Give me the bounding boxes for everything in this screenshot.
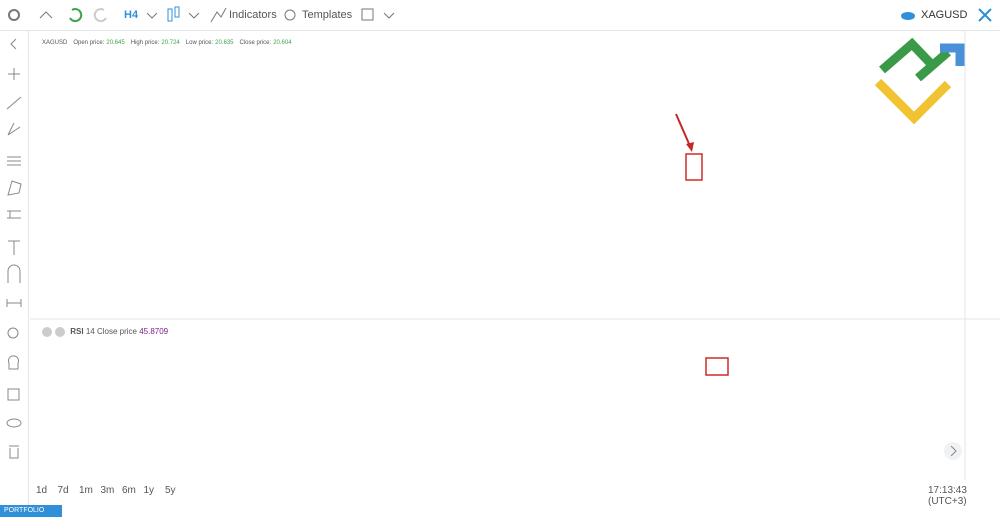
dropdown[interactable] [184, 0, 204, 30]
highlight-box [685, 153, 703, 181]
calendar-icon[interactable] [358, 0, 408, 30]
plot-bg [30, 30, 965, 480]
fullscreen-icon[interactable] [970, 0, 1000, 30]
scroll-button[interactable] [944, 442, 962, 460]
legend-label: Low price: [185, 40, 214, 46]
indicators-icon [210, 7, 227, 23]
legend-icons[interactable] [40, 325, 68, 339]
rsi-legend: RSI 14 Close price 45.8709 [40, 325, 169, 339]
range-button[interactable]: 6m [122, 485, 136, 496]
range-button[interactable]: 1m [79, 485, 93, 496]
legend-label: High price: [130, 40, 160, 46]
toolbar: H4 Indicators Templates XAGUSD [0, 0, 1000, 31]
range-button[interactable]: 7d [57, 485, 69, 496]
collapse-icon[interactable] [36, 0, 56, 30]
range-button[interactable]: 1y [143, 485, 155, 496]
drawing-tools [0, 31, 29, 505]
dropdown[interactable] [142, 0, 162, 30]
legend-value: 20.645 [106, 40, 125, 46]
chart-type-icon[interactable] [164, 0, 184, 30]
legend-value: 20.724 [161, 40, 180, 46]
footer: 1d 7d 1m 3m 6m 1y 5y 17:13:43 (UTC+3) [0, 480, 1000, 507]
templates-icon [284, 9, 296, 21]
range-button[interactable]: 5y [165, 485, 176, 496]
legend-label: Open price: [73, 40, 105, 46]
portfolio-tab[interactable]: PORTFOLIO [0, 505, 62, 517]
arrow-head [686, 142, 694, 152]
tool-icons[interactable] [0, 31, 28, 505]
arrow [675, 113, 691, 147]
settings-icon[interactable] [0, 0, 30, 30]
templates-button[interactable]: Templates [302, 9, 353, 21]
ohlc-legend: XAGUSD Open price: 20.645 High price: 20.724… [42, 40, 298, 46]
undo-redo[interactable] [64, 0, 114, 30]
legend-value: 20.635 [215, 40, 234, 46]
legend-value: 20.604 [273, 40, 292, 46]
range-button[interactable]: 1d [36, 485, 48, 496]
rsi-value: 45.8709 [139, 327, 169, 337]
scroll-icon [950, 445, 957, 457]
clock: 17:13:43 (UTC+3) [928, 485, 967, 507]
legend-label: Close price: [239, 40, 272, 46]
legend-symbol: XAGUSD [42, 40, 68, 46]
symbol[interactable]: XAGUSD [921, 9, 968, 21]
highlight-box [705, 357, 729, 376]
timeframe[interactable]: H4 [124, 9, 139, 21]
rsi-name: RSI [70, 327, 84, 337]
rsi-source: Close price [96, 327, 137, 337]
logo [874, 37, 965, 125]
range-button[interactable]: 3m [100, 485, 115, 496]
cloud-icon [901, 12, 915, 20]
rsi-period: 14 [85, 327, 95, 337]
indicators-button[interactable]: Indicators [229, 9, 277, 21]
